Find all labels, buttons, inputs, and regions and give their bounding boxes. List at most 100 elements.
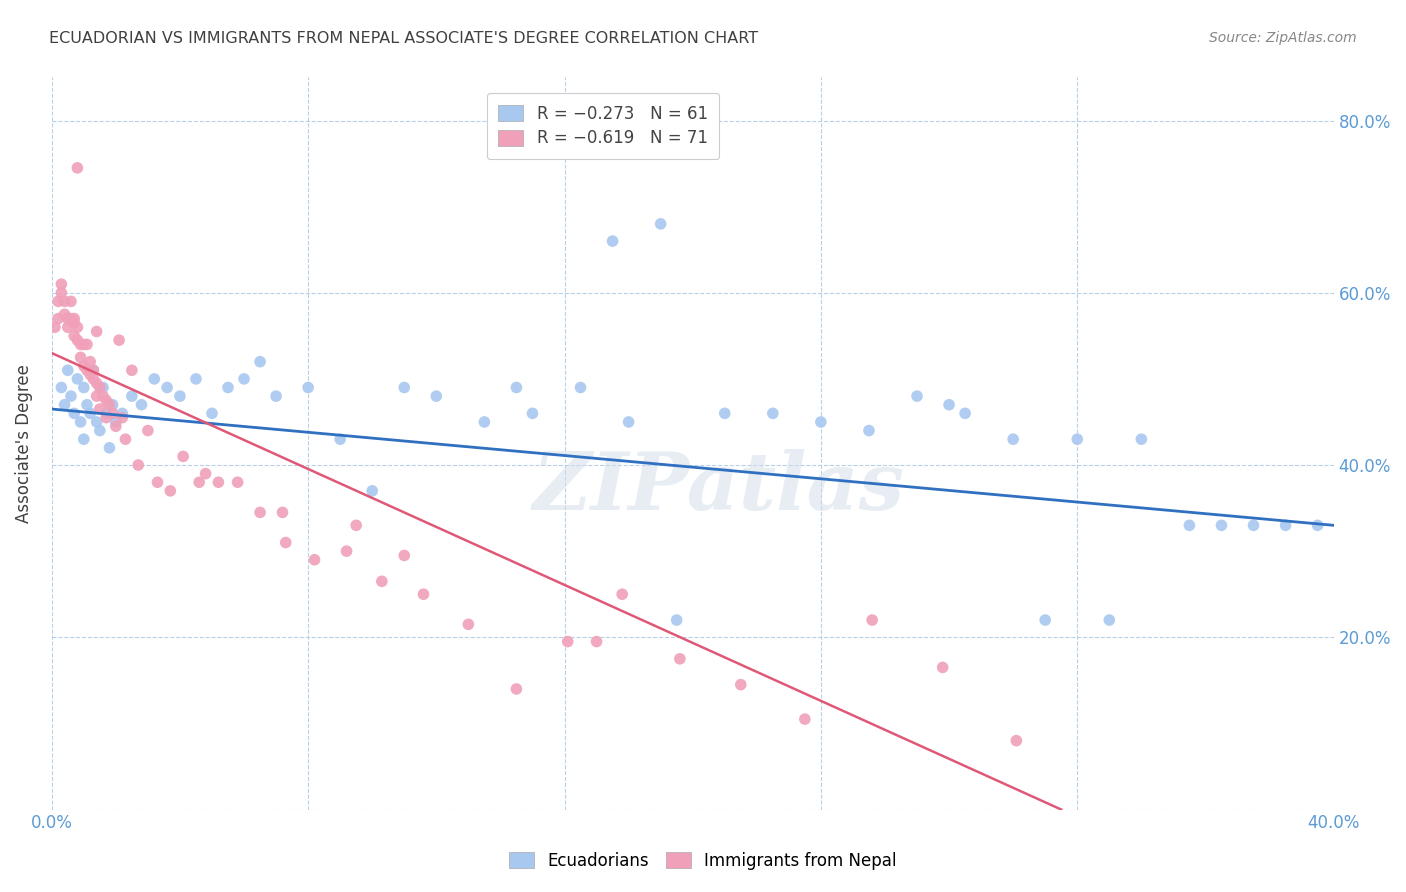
Point	[46, 294, 69, 309]
Point	[121, 389, 143, 403]
Point	[73, 337, 96, 351]
Point	[53, 307, 76, 321]
Point	[233, 372, 256, 386]
Text: ECUADORIAN VS IMMIGRANTS FROM NEPAL ASSOCIATE'S DEGREE CORRELATION CHART: ECUADORIAN VS IMMIGRANTS FROM NEPAL ASSO…	[49, 31, 758, 46]
Point	[1211, 518, 1233, 533]
Point	[159, 483, 181, 498]
Point	[457, 617, 479, 632]
Point	[98, 441, 121, 455]
Point	[76, 363, 98, 377]
Text: ZIPatlas: ZIPatlas	[533, 449, 904, 526]
Point	[522, 406, 544, 420]
Point	[111, 406, 134, 420]
Point	[63, 328, 86, 343]
Point	[59, 389, 82, 403]
Point	[69, 337, 91, 351]
Point	[63, 316, 86, 330]
Point	[762, 406, 785, 420]
Point	[425, 389, 447, 403]
Point	[79, 406, 101, 420]
Point	[89, 380, 111, 394]
Point	[82, 363, 104, 377]
Point	[96, 410, 118, 425]
Point	[172, 450, 194, 464]
Point	[905, 389, 928, 403]
Point	[82, 363, 104, 377]
Legend: R = −0.273   N = 61, R = −0.619   N = 71: R = −0.273 N = 61, R = −0.619 N = 71	[486, 93, 720, 159]
Point	[66, 333, 89, 347]
Point	[361, 483, 384, 498]
Point	[394, 380, 416, 394]
Point	[169, 389, 191, 403]
Point	[143, 372, 166, 386]
Point	[184, 372, 207, 386]
Point	[249, 354, 271, 368]
Point	[665, 613, 688, 627]
Point	[557, 634, 579, 648]
Point	[51, 277, 73, 292]
Point	[63, 406, 86, 420]
Point	[1005, 733, 1028, 747]
Point	[1066, 432, 1088, 446]
Point	[56, 320, 79, 334]
Point	[931, 660, 953, 674]
Point	[73, 432, 96, 446]
Point	[76, 337, 98, 351]
Point	[156, 380, 179, 394]
Point	[96, 406, 118, 420]
Point	[63, 311, 86, 326]
Point	[207, 475, 229, 490]
Point	[505, 380, 527, 394]
Point	[98, 398, 121, 412]
Point	[1130, 432, 1153, 446]
Point	[111, 410, 134, 425]
Point	[304, 553, 326, 567]
Point	[371, 574, 394, 589]
Point	[76, 398, 98, 412]
Point	[730, 678, 752, 692]
Point	[59, 311, 82, 326]
Point	[953, 406, 976, 420]
Point	[56, 363, 79, 377]
Point	[66, 320, 89, 334]
Point	[938, 398, 960, 412]
Point	[860, 613, 883, 627]
Point	[108, 333, 131, 347]
Point	[1306, 518, 1329, 533]
Point	[101, 398, 124, 412]
Point	[612, 587, 634, 601]
Point	[89, 402, 111, 417]
Point	[82, 372, 104, 386]
Point	[585, 634, 607, 648]
Point	[274, 535, 297, 549]
Point	[86, 376, 108, 391]
Point	[79, 368, 101, 382]
Point	[329, 432, 352, 446]
Point	[86, 325, 108, 339]
Point	[217, 380, 239, 394]
Point	[73, 380, 96, 394]
Point	[602, 234, 624, 248]
Point	[146, 475, 169, 490]
Point	[188, 475, 211, 490]
Point	[89, 424, 111, 438]
Point	[91, 380, 114, 394]
Point	[1274, 518, 1296, 533]
Point	[136, 424, 159, 438]
Point	[1098, 613, 1121, 627]
Point	[131, 398, 153, 412]
Point	[59, 294, 82, 309]
Point	[1178, 518, 1201, 533]
Point	[51, 285, 73, 300]
Point	[69, 415, 91, 429]
Point	[297, 380, 319, 394]
Point	[114, 432, 136, 446]
Point	[669, 652, 692, 666]
Point	[505, 681, 527, 696]
Point	[344, 518, 367, 533]
Point	[44, 320, 66, 334]
Point	[56, 311, 79, 326]
Point	[86, 415, 108, 429]
Point	[226, 475, 249, 490]
Point	[66, 161, 89, 175]
